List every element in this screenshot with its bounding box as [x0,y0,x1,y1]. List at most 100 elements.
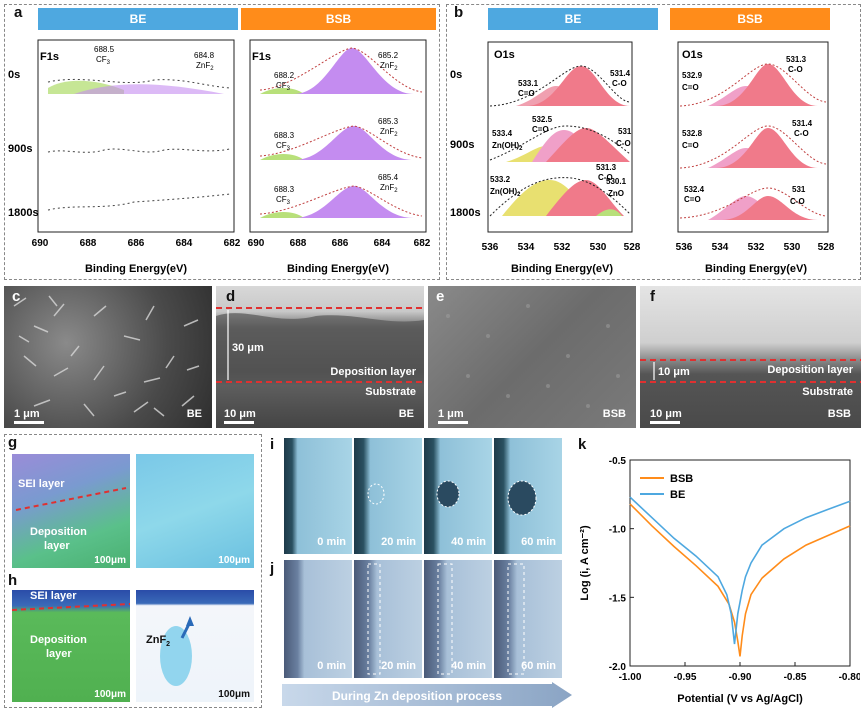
header-be-text: BE [129,12,147,26]
b-bsb-0s-l2-val: 531.3 [786,55,807,64]
panel-c-label: c [12,288,21,305]
arrow-text: During Zn deposition process [332,689,502,703]
b-be-0s-curve [489,65,631,107]
a-element-be: F1s [40,51,59,63]
e-scale-text: 1 μm [438,408,464,420]
b-be-900-l1-val: 532.5 [532,115,553,124]
b-bsb-tick-0: 536 [676,242,693,253]
b-element-be: O1s [494,49,515,61]
legend-bsb-label: BSB [670,473,693,485]
sem-d-texture [216,307,424,383]
b-be-900-l3-name: C-O [616,139,631,148]
panel-k-label: k [578,436,587,453]
series-line-be [629,496,851,645]
b-be-1800-green [596,209,622,216]
a-be-tick-3: 684 [176,238,193,249]
h-cube-left-svg [11,603,131,611]
a-bsb-tick-4: 682 [414,238,431,249]
b-bsb-900-red [716,128,818,168]
a-bsb-0s-purple [294,48,414,94]
b-bsb-900-l1-name: C=O [682,141,699,150]
a-bsb-1800-znf2-val: 685.4 [378,173,399,182]
a-bsb-1800-znf2: ZnF2 [380,183,398,194]
g-dep-label-2: layer [44,540,70,552]
b-bsb-0s-l2-name: C-O [788,65,803,74]
x-tick-label: -0.90 [729,672,752,683]
a-bsb-tick-3: 684 [374,238,391,249]
b-be-0s-l1-name: C=O [518,89,535,98]
a-bsb-0s-cf3-val: 688.2 [274,71,295,80]
i-frame-3-svg [507,480,537,516]
legend-be-label: BE [670,489,685,501]
j-frame-0: 0 min [284,560,352,678]
a-be-0s-znf2-val: 684.8 [194,51,215,60]
header-bsb-text: BSB [325,12,352,26]
a-bsb-1800-cf3-val: 688.3 [274,185,295,194]
b-be-tick-0: 536 [482,242,499,253]
a-be-0s-znf2: ZnF2 [196,61,214,72]
b-bsb-1800-l2-name: C-O [790,197,805,206]
b-be-tick-1: 534 [518,242,535,253]
j-time-1: 20 min [381,660,416,672]
b-xlabel-bsb: Binding Energy(eV) [705,263,807,275]
i-frame-2: 40 min [424,438,492,554]
b-bsb-tick-3: 530 [784,242,801,253]
a-xlabel-bsb: Binding Energy(eV) [287,263,389,275]
j-frame-3-svg [507,563,525,675]
j-frame-3: 60 min [494,560,562,678]
a-bsb-tick-0: 690 [248,238,265,249]
b-row-900s: 900s [450,139,474,151]
a-bsb-1800-cf3: CF3 [276,195,291,206]
a-row-1800s: 1800s [8,207,39,219]
a-bsb-900-cf3: CF3 [276,141,291,152]
g-cube-right: 100μm [136,454,254,568]
panel-a-header-bsb: BSB [241,8,436,30]
a-bsb-1800-purple [294,186,414,218]
y-tick-label: -1.0 [609,525,627,536]
a-be-0s-curve [47,78,231,89]
i-time-2: 40 min [451,536,486,548]
h-scale-text-1: 100μm [94,689,126,700]
panel-gh-frame [4,434,262,708]
sem-image-f: f 10 μm Deposition layer Substrate 10 μm… [640,286,861,428]
b-be-tick-2: 532 [554,242,571,253]
i-frame-0: 0 min [284,438,352,554]
sem-c-texture [13,295,200,417]
b-be-1800-l1-val: 531.3 [596,163,617,172]
b-be-0s-l1-val: 533.1 [518,79,539,88]
b-be-900-l2-name: Zn(OH)2 [492,141,523,152]
x-tick-label: -1.00 [619,672,642,683]
a-xlabel-be: Binding Energy(eV) [85,263,187,275]
a-be-900-curve [47,148,231,153]
a-be-tick-2: 686 [128,238,145,249]
panel-j-label: j [270,560,275,577]
i-frame-2-svg [436,480,460,508]
sem-image-d: d 30 μm Deposition layer Substrate 10 μm… [216,286,424,428]
x-tick-label: -0.80 [839,672,860,683]
a-bsb-900-znf2: ZnF2 [380,127,398,138]
j-frame-2-svg [437,563,453,675]
a-bsb-900-curve [259,125,423,159]
b-be-1800-l2-name-text: Zn(OH) [490,187,517,196]
deposition-process-arrow: During Zn deposition process [282,682,572,708]
a-be-1800-curve [47,193,231,211]
panel-b-label: b [454,4,464,21]
g-sei-label: SEI layer [18,478,65,490]
a-be-0s-cf3-val: 688.5 [94,45,115,54]
b-be-900-l3-val: 531 [618,127,632,136]
sem-image-e: e 1 μm BSB [428,286,636,428]
b-bsb-1800-l1-name: C=O [684,195,701,204]
x-tick-label: -0.85 [784,672,807,683]
h-dep-label-2: layer [46,648,72,660]
panel-f-label: f [650,288,655,305]
j-frame-1-svg [367,563,381,675]
sem-f-texture [640,359,861,383]
b-be-1800-curve [489,177,631,217]
panel-a-xps-plot: F1s F1s 0s 900s 1800s 688.5 CF3 684.8 Zn… [8,39,431,275]
b-be-1800-l2-name: Zn(OH)2 [490,187,521,198]
h-cube-right: ZnF2 100μm [136,590,254,702]
b-row-0s: 0s [450,69,462,81]
a-bsb-900-znf2-val: 685.3 [378,117,399,126]
a-element-bsb: F1s [252,51,271,63]
b-bsb-1800-l1-val: 532.4 [684,185,705,194]
